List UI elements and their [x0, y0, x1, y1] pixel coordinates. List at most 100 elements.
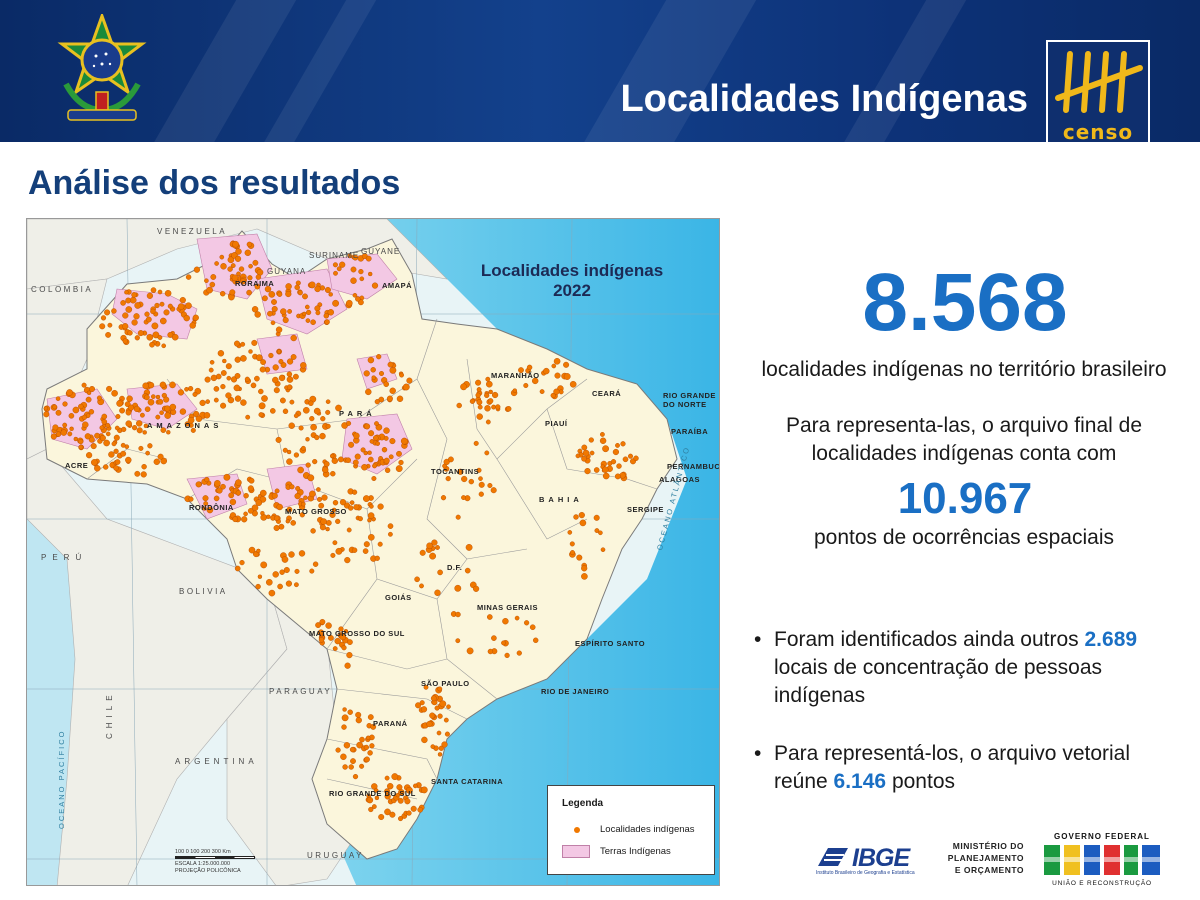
locality-point	[553, 388, 560, 395]
locality-point	[430, 744, 436, 749]
locality-point	[235, 490, 242, 496]
locality-point	[485, 419, 491, 425]
locality-point	[310, 423, 317, 431]
locality-point	[367, 512, 375, 519]
locality-point	[478, 481, 485, 488]
locality-point	[302, 311, 307, 317]
locality-point	[363, 744, 370, 751]
locality-point	[171, 333, 179, 341]
locality-point	[437, 686, 443, 692]
locality-point	[359, 276, 365, 282]
locality-point	[456, 402, 462, 409]
locality-point	[99, 323, 106, 330]
state-label: PARAÍBA	[671, 427, 709, 436]
locality-point	[192, 314, 199, 321]
locality-point	[487, 483, 493, 489]
locality-point	[323, 461, 330, 467]
locality-point	[152, 331, 160, 339]
brasil-wordmark-icon	[1044, 845, 1160, 875]
locality-point	[89, 385, 96, 392]
locality-point	[281, 556, 289, 563]
locality-point	[55, 431, 62, 437]
locality-point	[553, 357, 561, 365]
locality-point	[370, 367, 376, 373]
locality-point	[268, 589, 276, 597]
locality-point	[248, 263, 253, 269]
locality-point	[300, 362, 307, 369]
locality-point	[438, 745, 444, 751]
locality-point	[273, 387, 280, 394]
locality-point	[144, 406, 151, 412]
locality-point	[370, 723, 377, 730]
locality-point	[506, 406, 512, 412]
locality-point	[250, 382, 257, 389]
locality-point	[260, 359, 267, 366]
locality-point	[464, 567, 471, 574]
locality-point	[214, 261, 219, 266]
locality-point	[220, 402, 227, 409]
locality-point	[106, 385, 113, 392]
locality-point	[338, 626, 344, 632]
locality-point	[160, 457, 167, 465]
locality-point	[113, 448, 119, 454]
locality-point	[305, 318, 311, 323]
locality-point	[189, 322, 196, 329]
locality-point	[475, 392, 481, 398]
locality-point	[113, 465, 119, 471]
locality-point	[346, 639, 353, 645]
locality-point	[248, 349, 253, 354]
ibge-logo: IBGE Instituto Brasileiro de Geografia e…	[816, 842, 936, 878]
locality-point	[292, 373, 299, 380]
locality-point	[145, 450, 150, 456]
locality-point	[233, 384, 241, 392]
locality-point	[360, 447, 366, 453]
locality-point	[157, 335, 163, 340]
brazil-territory	[41, 230, 678, 860]
locality-point	[150, 308, 156, 315]
locality-point	[164, 290, 172, 297]
locality-point	[578, 512, 585, 519]
points-count: 10.967	[897, 474, 1033, 523]
coat-of-arms-icon	[57, 14, 147, 121]
locality-point	[328, 292, 333, 297]
locality-point	[437, 752, 443, 757]
locality-point	[309, 490, 316, 498]
locality-point	[514, 615, 520, 621]
locality-point	[107, 322, 113, 328]
locality-point	[157, 398, 164, 405]
locality-point	[114, 425, 120, 431]
locality-point	[325, 622, 332, 629]
locality-point	[435, 545, 440, 550]
locality-point	[342, 707, 347, 712]
locality-point	[310, 528, 316, 534]
locality-point	[276, 349, 282, 354]
ocean-label: OCEANO PACÍFICO	[57, 729, 66, 829]
locality-point	[235, 479, 242, 486]
locality-point	[227, 256, 235, 264]
locality-point	[163, 396, 170, 403]
locality-point	[297, 290, 303, 296]
locality-point	[183, 314, 190, 322]
state-label: PERNAMBUCO	[667, 462, 720, 471]
locality-point	[233, 340, 240, 347]
state-label: RIO GRANDE DO SUL	[329, 789, 416, 798]
locality-point	[350, 758, 356, 764]
bullet-icon: •	[754, 742, 762, 765]
locality-point	[486, 614, 493, 620]
scale-bar	[175, 856, 255, 859]
locality-point	[447, 456, 454, 463]
locality-point	[532, 377, 539, 385]
locality-point	[396, 395, 404, 403]
locality-point	[275, 326, 283, 333]
locality-point	[341, 724, 347, 730]
locality-point	[52, 404, 58, 410]
locality-point	[355, 717, 362, 724]
locality-point	[143, 423, 149, 429]
state-label: MATO GROSSO	[285, 507, 347, 516]
bullet-icon: •	[754, 628, 762, 651]
locality-point	[369, 504, 374, 509]
legend-label: Localidades indígenas	[600, 824, 695, 835]
locality-point	[99, 434, 106, 441]
map-graphic	[27, 219, 719, 885]
locality-point	[105, 332, 112, 338]
